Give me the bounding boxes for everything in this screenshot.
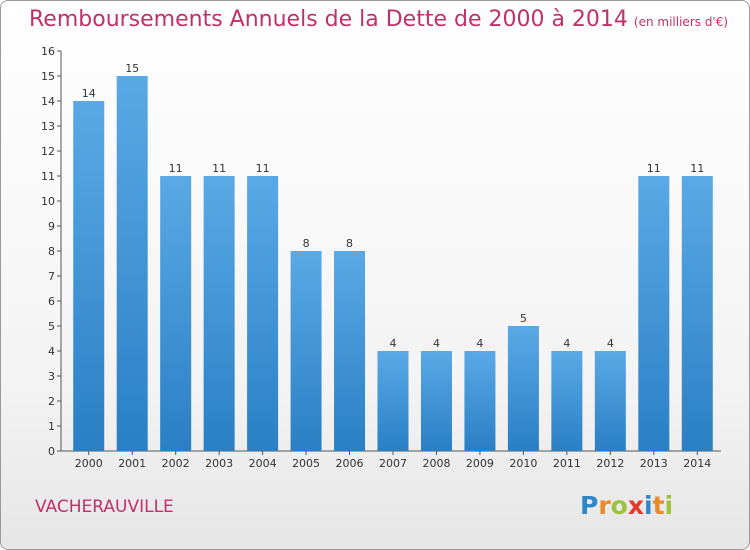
x-tick-label: 2003 xyxy=(205,457,233,470)
bar-2000 xyxy=(73,101,105,451)
bar-value-label: 4 xyxy=(607,337,614,350)
bar-value-label: 4 xyxy=(476,337,483,350)
bar-2012 xyxy=(594,351,626,451)
x-tick-label: 2013 xyxy=(640,457,668,470)
bar-2005 xyxy=(290,251,322,451)
x-tick-label: 2014 xyxy=(683,457,711,470)
bar-value-label: 11 xyxy=(256,162,270,175)
x-tick-label: 2009 xyxy=(466,457,494,470)
bar-value-label: 14 xyxy=(82,87,96,100)
bar-2008 xyxy=(420,351,452,451)
bar-value-label: 8 xyxy=(346,237,353,250)
x-tick-label: 2008 xyxy=(422,457,450,470)
y-tick-label: 7 xyxy=(48,270,55,283)
y-tick-label: 3 xyxy=(48,370,55,383)
chart-subtitle: (en milliers d'€) xyxy=(633,15,729,29)
y-tick-label: 6 xyxy=(48,295,55,308)
chart-title: Remboursements Annuels de la Dette de 20… xyxy=(29,7,728,32)
bar-value-label: 4 xyxy=(563,337,570,350)
y-tick-label: 15 xyxy=(41,70,55,83)
chart-title-text: Remboursements Annuels de la Dette de 20… xyxy=(29,7,628,32)
y-tick-label: 10 xyxy=(41,195,55,208)
x-tick-label: 2004 xyxy=(249,457,277,470)
bar-2004 xyxy=(247,176,279,451)
y-tick-label: 11 xyxy=(41,170,55,183)
y-tick-label: 2 xyxy=(48,395,55,408)
bar-value-label: 8 xyxy=(303,237,310,250)
bar-value-label: 11 xyxy=(212,162,226,175)
x-tick-label: 2002 xyxy=(162,457,190,470)
y-tick-label: 13 xyxy=(41,120,55,133)
commune-name: VACHERAUVILLE xyxy=(35,497,174,517)
bar-value-label: 15 xyxy=(125,62,139,75)
bar-2011 xyxy=(551,351,583,451)
y-tick-label: 14 xyxy=(41,95,55,108)
bar-2014 xyxy=(681,176,713,451)
bar-2002 xyxy=(160,176,192,451)
bar-2007 xyxy=(377,351,409,451)
bar-value-label: 4 xyxy=(390,337,397,350)
bar-2009 xyxy=(464,351,496,451)
x-tick-label: 2005 xyxy=(292,457,320,470)
y-tick-label: 8 xyxy=(48,245,55,258)
proxiti-logo: Proxiti xyxy=(580,491,674,520)
bar-2006 xyxy=(334,251,366,451)
x-tick-label: 2010 xyxy=(509,457,537,470)
y-tick-label: 5 xyxy=(48,320,55,333)
bar-value-label: 11 xyxy=(690,162,704,175)
x-tick-label: 2001 xyxy=(118,457,146,470)
x-tick-label: 2007 xyxy=(379,457,407,470)
bar-value-label: 4 xyxy=(433,337,440,350)
x-tick-label: 2011 xyxy=(553,457,581,470)
y-tick-label: 4 xyxy=(48,345,55,358)
bar-2013 xyxy=(638,176,670,451)
bar-value-label: 11 xyxy=(169,162,183,175)
bar-2003 xyxy=(203,176,235,451)
y-tick-label: 0 xyxy=(48,445,55,458)
x-tick-label: 2006 xyxy=(336,457,364,470)
data-labels: 14 15 11 11 11 8 8 4 4 4 5 4 4 11 11 xyxy=(82,62,705,350)
y-tick-label: 16 xyxy=(41,45,55,58)
y-tick-label: 12 xyxy=(41,145,55,158)
y-tick-label: 9 xyxy=(48,220,55,233)
bar-value-label: 11 xyxy=(647,162,661,175)
y-tick-label: 1 xyxy=(48,420,55,433)
bar-value-label: 5 xyxy=(520,312,527,325)
bars xyxy=(73,76,713,451)
x-tick-label: 2000 xyxy=(75,457,103,470)
x-tick-label: 2012 xyxy=(596,457,624,470)
bar-2010 xyxy=(507,326,539,451)
bar-2001 xyxy=(116,76,148,451)
